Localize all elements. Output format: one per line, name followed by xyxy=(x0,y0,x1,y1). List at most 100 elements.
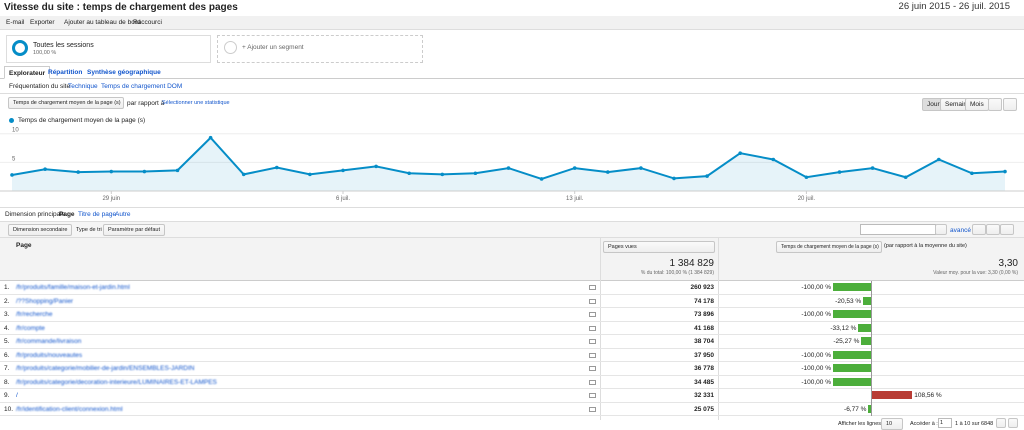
view-btn[interactable] xyxy=(986,224,1000,235)
row xyxy=(0,295,1024,308)
segment-name: Toutes les sessions xyxy=(33,42,94,49)
header-metric[interactable]: Temps de chargement moyen de la page (s) xyxy=(776,241,882,253)
add-segment[interactable]: + Ajouter un segment xyxy=(242,44,304,51)
comparison-bar xyxy=(833,310,871,318)
search-btn[interactable] xyxy=(935,224,947,235)
subtab-dom[interactable]: Temps de chargement DOM xyxy=(101,83,183,90)
point xyxy=(241,172,246,177)
page-icon xyxy=(589,285,596,290)
advanced-link[interactable]: avancé xyxy=(950,227,971,234)
toolbar-shortcut[interactable]: Raccourci xyxy=(133,19,162,26)
segment-box[interactable] xyxy=(6,35,211,63)
page-icon xyxy=(589,352,596,358)
toolbar-export[interactable]: Exporter xyxy=(30,19,55,26)
dimension-label: Dimension principale : xyxy=(5,211,69,218)
comparison-label: -100,00 % xyxy=(801,378,831,386)
toolbar-email[interactable]: E-mail xyxy=(6,19,25,26)
point xyxy=(903,175,908,180)
divider xyxy=(0,207,1024,208)
metric-select-text: Temps de chargement moyen de la page (s) xyxy=(13,100,121,106)
comparison-label: -33,12 % xyxy=(830,324,857,332)
prev-btn[interactable] xyxy=(996,418,1006,428)
legend-dot xyxy=(9,118,14,123)
rows-label: Afficher les lignes : xyxy=(838,421,885,427)
page-link[interactable]: / xyxy=(16,392,18,399)
tabs-line xyxy=(0,78,1024,79)
next-btn[interactable] xyxy=(1008,418,1018,428)
add-segment-box[interactable] xyxy=(217,35,423,63)
page-link[interactable]: /fr/compte xyxy=(16,324,45,332)
date-range[interactable]: 26 juin 2015 - 26 juil. 2015 xyxy=(898,1,1010,12)
point xyxy=(275,165,279,170)
point xyxy=(970,171,974,176)
point xyxy=(804,175,809,180)
tab-breakdown[interactable]: Répartition xyxy=(48,69,83,76)
search-input[interactable] xyxy=(860,224,936,235)
page-icon xyxy=(589,379,596,385)
point xyxy=(341,168,345,173)
goto-input[interactable]: 1 xyxy=(938,418,952,428)
point xyxy=(473,171,478,176)
divider xyxy=(0,93,1024,94)
page-link[interactable]: /fr/produits/categorie/decoration-interi… xyxy=(16,378,217,386)
total-pageviews: 1 384 829 xyxy=(669,258,715,269)
metric-select[interactable]: Temps de chargement moyen de la page (s) xyxy=(8,97,124,109)
comparison-label: -20,53 % xyxy=(835,297,862,305)
view-btn[interactable] xyxy=(1000,224,1014,235)
compare-select[interactable]: Sélectionner une statistique xyxy=(162,100,230,106)
sort-select[interactable]: Paramètre par défaut xyxy=(103,224,165,236)
subtab-traffic[interactable]: Fréquentation du site xyxy=(9,83,71,90)
segment-share: 100,00 % xyxy=(33,50,57,56)
point xyxy=(76,170,80,174)
view-btn[interactable] xyxy=(972,224,986,235)
row-index: 1. xyxy=(4,284,10,291)
row xyxy=(0,335,1024,349)
goto-label: Accéder à : xyxy=(910,421,938,427)
comparison-label: 108,56 % xyxy=(914,392,942,399)
comparison-bar xyxy=(833,350,871,359)
row-index: 6. xyxy=(4,351,10,359)
page-icon xyxy=(589,406,596,412)
point xyxy=(208,135,213,140)
chart-type-btn[interactable] xyxy=(988,98,1002,111)
legend-label: Temps de chargement moyen de la page (s) xyxy=(18,117,146,124)
comparison-bar xyxy=(833,364,871,372)
header-pageviews[interactable]: Pages vues xyxy=(603,241,715,253)
motion-chart-btn[interactable] xyxy=(1003,98,1017,111)
point xyxy=(937,157,941,162)
dimension-other[interactable]: Autre xyxy=(115,211,131,218)
header-page: Page xyxy=(16,242,32,249)
subtab-technical[interactable]: Technique xyxy=(68,83,98,90)
dimension-title[interactable]: Titre de page xyxy=(78,211,117,218)
page-link[interactable]: /fr/produits/famille/maison-et-jardin.ht… xyxy=(16,284,130,291)
page-link[interactable]: /fr/recherche xyxy=(16,311,53,318)
period-month[interactable]: Mois xyxy=(965,98,989,111)
tab-geo[interactable]: Synthèse géographique xyxy=(87,69,161,76)
comparison-label: -100,00 % xyxy=(801,311,831,318)
point xyxy=(672,176,676,181)
page-link[interactable]: /fr/commande/livraison xyxy=(16,338,82,345)
page-link[interactable]: /fr/produits/nouveautes xyxy=(16,351,83,359)
tab-explorer[interactable]: Explorateur xyxy=(4,66,51,79)
secondary-dim[interactable]: Dimension secondaire xyxy=(8,224,73,236)
dimension-page[interactable]: Page xyxy=(59,211,75,218)
table-tools xyxy=(0,221,1024,238)
row-index: 10. xyxy=(4,405,14,413)
point xyxy=(506,166,511,170)
page-link[interactable]: /fr/produits/categorie/mobilier-de-jardi… xyxy=(16,365,195,372)
toolbar-dashboard[interactable]: Ajouter au tableau de bord xyxy=(64,19,141,26)
row xyxy=(0,322,1024,335)
row-index: 2. xyxy=(4,297,10,305)
row-index: 7. xyxy=(4,365,10,372)
point xyxy=(142,169,147,174)
rows-select[interactable]: 10 xyxy=(881,418,903,430)
toolbar xyxy=(0,16,1024,30)
y-tick-label: 10 xyxy=(12,128,19,134)
row xyxy=(0,389,1024,403)
point xyxy=(870,166,875,170)
comparison-bar xyxy=(858,323,871,332)
page-link[interactable]: /??Shopping/Panier xyxy=(16,297,74,305)
page-link[interactable]: /fr/identification-client/connexion.html xyxy=(16,405,123,413)
total-pageviews-note: % du total: 100,00 % (1 384 829) xyxy=(640,270,714,276)
point xyxy=(440,172,445,177)
